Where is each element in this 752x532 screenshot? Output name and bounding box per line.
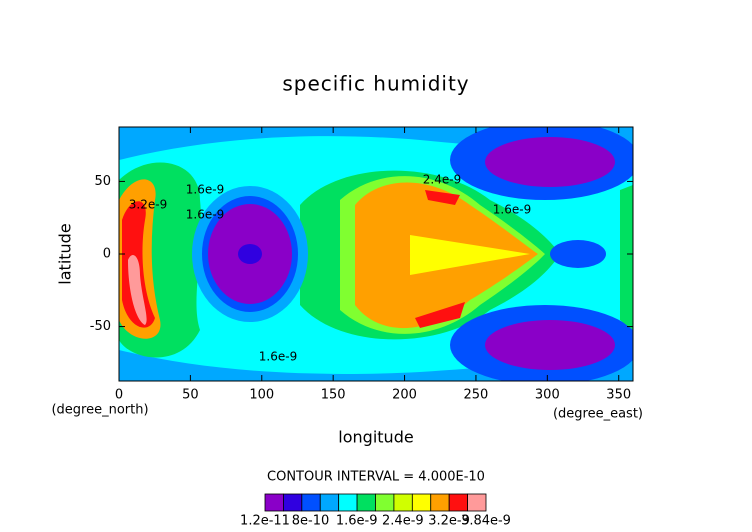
colorbar-box xyxy=(319,493,340,512)
x-tick-label: 300 xyxy=(535,388,560,403)
colorbar-box xyxy=(448,493,468,512)
field-pink-left xyxy=(128,255,147,325)
colorbar-box xyxy=(430,493,450,512)
colorbar-box xyxy=(264,493,284,512)
x-axis-label: longitude xyxy=(338,428,413,447)
x-tick-label: 350 xyxy=(606,388,631,403)
colorbar-box xyxy=(356,493,376,512)
colorbar-box xyxy=(338,493,358,512)
contour-label: 1.6e-9 xyxy=(259,350,297,364)
contour-label: 1.6e-9 xyxy=(186,183,224,197)
contour-interval: CONTOUR INTERVAL = 4.000E-10 xyxy=(267,470,485,485)
field-red-top xyxy=(425,190,460,205)
x-tick-label: 50 xyxy=(182,388,199,403)
colorbar-label: 3.84e-9 xyxy=(461,514,511,529)
colorbar-box xyxy=(467,493,487,512)
x-units: (degree_east) xyxy=(553,407,643,422)
contour-label: 1.6e-9 xyxy=(186,208,224,222)
colorbar-box xyxy=(301,493,321,512)
y-units: (degree_north) xyxy=(51,403,148,418)
colorbar-label: 8e-10 xyxy=(292,514,330,529)
field-green-right xyxy=(620,185,633,330)
field-red-bottom xyxy=(415,302,465,328)
colorbar-box xyxy=(411,493,432,512)
colorbar-label: 1.6e-9 xyxy=(336,514,378,529)
field-yellow xyxy=(410,235,530,275)
contour-label: 3.2e-9 xyxy=(129,198,167,212)
field-blue-e xyxy=(550,240,606,268)
field-purple-ne xyxy=(485,137,615,187)
contour-label: 2.4e-9 xyxy=(423,173,461,187)
x-tick-label: 100 xyxy=(249,388,274,403)
x-tick-label: 150 xyxy=(321,388,346,403)
colorbar-box xyxy=(375,493,395,512)
x-tick-label: 200 xyxy=(392,388,417,403)
field-purple-se xyxy=(485,320,615,370)
y-tick-label: -50 xyxy=(90,319,111,334)
colorbar-box xyxy=(393,493,413,512)
y-axis-label: latitude xyxy=(56,223,75,284)
y-tick-label: 0 xyxy=(103,247,111,262)
chart-title: specific humidity xyxy=(282,72,469,96)
contour-field xyxy=(119,127,633,381)
colorbar-label: 1.2e-11 xyxy=(240,514,290,529)
field-deepblue xyxy=(238,244,262,264)
colorbar-label: 3.2e-9 xyxy=(428,514,470,529)
x-tick-label: 250 xyxy=(464,388,489,403)
y-tick-label: 50 xyxy=(94,174,111,189)
colorbar-box xyxy=(283,493,303,512)
contour-label: 1.6e-9 xyxy=(493,203,531,217)
x-tick-label: 0 xyxy=(115,388,123,403)
colorbar-label: 2.4e-9 xyxy=(382,514,424,529)
